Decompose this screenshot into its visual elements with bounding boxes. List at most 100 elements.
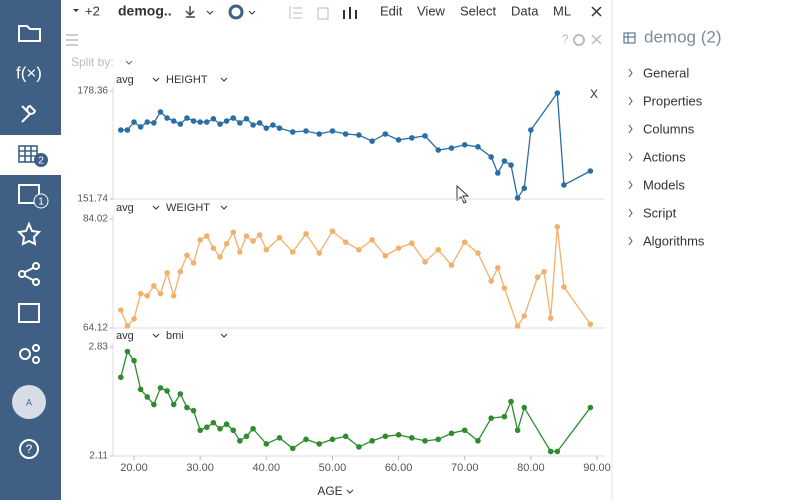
point [409, 435, 415, 441]
help[interactable]: ? [562, 32, 569, 46]
icon-refresh[interactable] [228, 4, 244, 20]
point [521, 185, 528, 192]
caret[interactable] [152, 205, 160, 210]
point [203, 233, 210, 239]
point [203, 119, 210, 125]
point [210, 419, 217, 426]
menu-item[interactable]: Select [460, 3, 497, 18]
caret[interactable] [206, 10, 214, 15]
panel-item[interactable]: Properties [643, 93, 703, 108]
x-tick-label: 70.00 [451, 462, 479, 474]
expander[interactable] [628, 96, 633, 106]
icon-share[interactable] [18, 262, 40, 286]
panel-item[interactable]: Script [643, 205, 677, 220]
panel-item[interactable]: Actions [643, 149, 686, 164]
point [203, 424, 210, 431]
point [488, 278, 494, 284]
avatar-initial: A [26, 397, 32, 407]
point [157, 290, 164, 297]
caret[interactable] [220, 77, 228, 82]
x-tick-label: 40.00 [253, 462, 281, 474]
aggregation[interactable]: avg [116, 202, 134, 214]
split-by[interactable]: Split by: [71, 55, 114, 69]
icon-bars[interactable] [343, 7, 357, 19]
point [164, 115, 170, 121]
point [461, 239, 468, 245]
point [395, 432, 402, 438]
point [369, 138, 375, 144]
caret[interactable] [220, 333, 228, 338]
caret[interactable] [152, 77, 160, 82]
point [356, 246, 362, 253]
close-viewer[interactable] [591, 34, 602, 45]
expander[interactable] [628, 152, 633, 162]
expander[interactable] [628, 68, 633, 78]
point [508, 162, 514, 168]
point [514, 323, 521, 329]
point [521, 404, 528, 411]
close[interactable] [591, 6, 602, 17]
cursor [456, 184, 470, 204]
icon-settings[interactable] [19, 344, 40, 364]
menu-item[interactable]: Data [511, 3, 539, 18]
point [144, 292, 151, 299]
panel-item[interactable]: Columns [643, 121, 695, 136]
icon-star[interactable] [16, 221, 42, 246]
panel-item[interactable]: Algorithms [643, 233, 705, 248]
point [528, 127, 534, 133]
hamburger[interactable] [66, 34, 78, 46]
point [409, 135, 415, 141]
point [435, 147, 442, 153]
icon-folder[interactable] [18, 25, 41, 42]
aggregation[interactable]: avg [116, 330, 134, 342]
caret[interactable] [220, 205, 228, 210]
point [422, 133, 428, 139]
caret[interactable] [125, 60, 133, 65]
series-line [120, 91, 591, 200]
point [395, 245, 402, 251]
menu-item[interactable]: ML [553, 3, 571, 18]
icon-download[interactable] [185, 6, 195, 18]
caret[interactable] [152, 333, 160, 338]
point [488, 415, 494, 421]
menu-item[interactable]: Edit [380, 3, 403, 18]
panel-item[interactable]: Models [643, 177, 685, 192]
point [243, 116, 250, 122]
point [316, 131, 323, 137]
point [190, 118, 197, 124]
point [230, 229, 237, 236]
expander[interactable] [628, 124, 633, 134]
icon-browser[interactable] [18, 303, 40, 323]
caret[interactable] [73, 9, 79, 12]
point [263, 125, 270, 131]
icon-function[interactable]: f(×) [16, 63, 42, 82]
point [501, 413, 508, 420]
point [197, 119, 203, 125]
caret[interactable] [248, 10, 256, 15]
expander[interactable] [628, 236, 633, 246]
point [184, 404, 190, 411]
icon-help[interactable] [19, 439, 39, 459]
column-name[interactable]: bmi [166, 330, 184, 342]
avatar[interactable] [12, 385, 46, 419]
x-axis-label[interactable]: AGE [317, 484, 342, 498]
aggregation[interactable]: avg [116, 74, 134, 86]
expander[interactable] [628, 208, 633, 218]
column-name[interactable]: WEIGHT [166, 202, 210, 214]
point [554, 223, 561, 230]
document-title[interactable]: demog.. [118, 3, 172, 19]
menu-item[interactable]: View [417, 3, 446, 18]
panel-item[interactable]: General [643, 65, 689, 80]
settings[interactable] [573, 34, 585, 46]
expander[interactable] [628, 180, 633, 190]
point [329, 436, 336, 443]
point [501, 285, 508, 291]
icon-grid[interactable] [18, 145, 38, 163]
caret[interactable] [346, 489, 354, 494]
extra-count[interactable]: +2 [85, 3, 100, 18]
column-name[interactable]: HEIGHT [166, 74, 208, 86]
point [177, 391, 184, 397]
point [131, 315, 137, 322]
icon-tools[interactable] [21, 104, 37, 123]
point [303, 231, 309, 237]
